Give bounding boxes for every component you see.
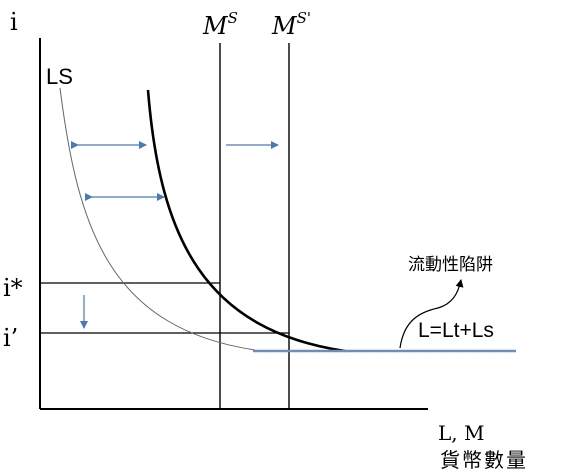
ls-curve-label: LS [46, 64, 73, 89]
liquidity-trap-label: 流動性陷阱 [408, 255, 493, 275]
i-star-label: i* [3, 274, 23, 302]
ls-curve [59, 87, 256, 351]
x-axis-sublabel: 貨幣數量 [440, 448, 528, 472]
liquidity-trap-pointer [399, 279, 464, 349]
y-axis-label: i [10, 8, 18, 36]
i-prime-label: i’ [3, 324, 18, 352]
x-axis-label: L, M [438, 421, 484, 445]
liquidity-demand-curve [146, 89, 346, 353]
money-supply-label: MS [202, 9, 238, 40]
money-supply-shifted-label: MS' [271, 9, 311, 40]
total-demand-label: L=Lt+Ls [418, 319, 494, 342]
